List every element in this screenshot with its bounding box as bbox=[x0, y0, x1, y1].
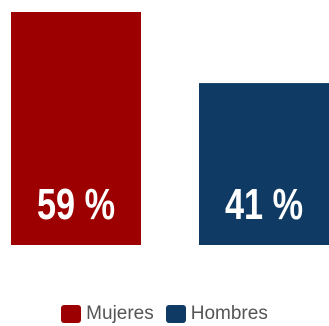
legend: Mujeres Hombres bbox=[0, 303, 329, 325]
legend-swatch-hombres bbox=[165, 305, 186, 323]
data-labels-group: 59 % 41 % bbox=[37, 180, 303, 229]
legend-label-hombres: Hombres bbox=[190, 303, 268, 324]
legend-item-hombres: Hombres bbox=[165, 303, 268, 325]
legend-label-mujeres: Mujeres bbox=[86, 303, 154, 324]
data-label-mujeres: 59 % bbox=[37, 180, 115, 229]
bars-group bbox=[11, 12, 329, 245]
bar-hombres bbox=[199, 83, 329, 245]
bar-mujeres bbox=[11, 12, 141, 245]
legend-item-mujeres: Mujeres bbox=[61, 303, 154, 325]
data-label-hombres: 41 % bbox=[225, 180, 303, 229]
legend-swatch-mujeres bbox=[61, 305, 82, 323]
